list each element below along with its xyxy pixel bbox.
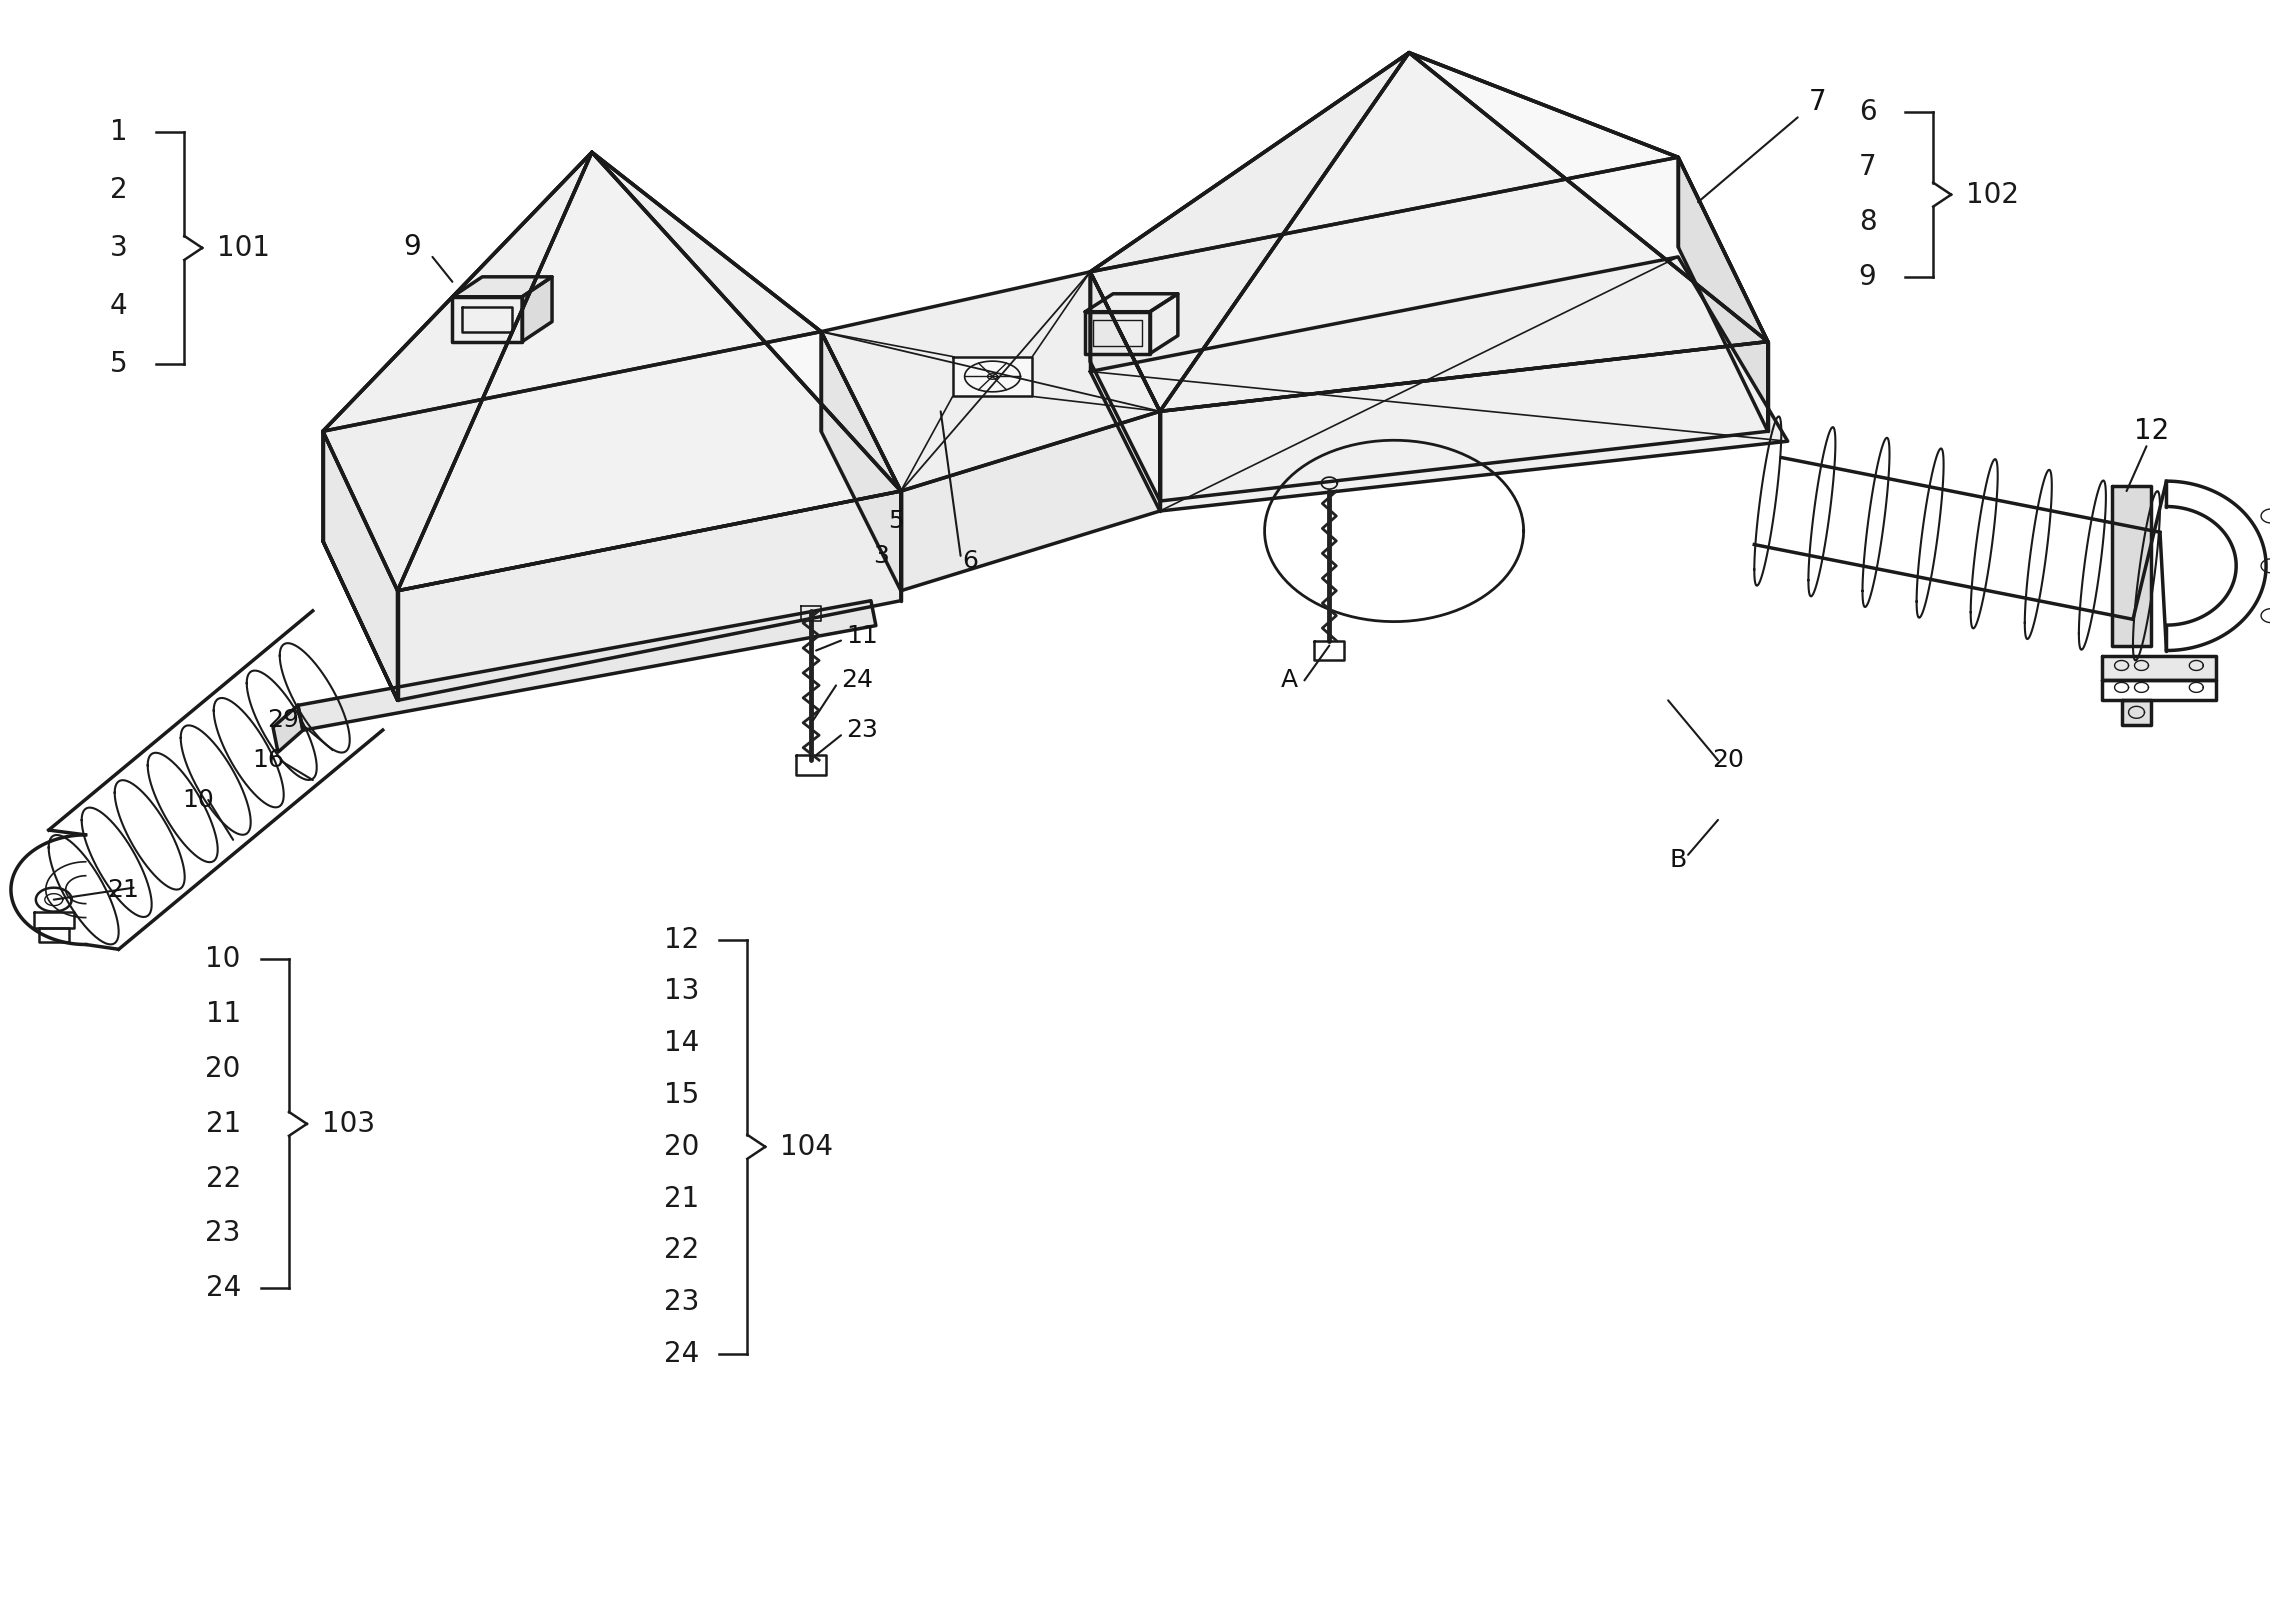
Polygon shape — [591, 152, 901, 492]
Polygon shape — [323, 431, 398, 700]
Polygon shape — [2101, 655, 2217, 680]
Text: 104: 104 — [780, 1134, 832, 1161]
Text: 13: 13 — [664, 977, 700, 1005]
Polygon shape — [1089, 256, 1787, 511]
Polygon shape — [901, 411, 1160, 591]
Text: 21: 21 — [664, 1185, 698, 1212]
Polygon shape — [1089, 272, 1160, 501]
Polygon shape — [298, 600, 875, 730]
Text: 11: 11 — [846, 623, 878, 647]
Polygon shape — [1089, 53, 1678, 272]
Polygon shape — [1678, 157, 1767, 431]
Text: 22: 22 — [664, 1236, 698, 1265]
Text: 20: 20 — [664, 1134, 700, 1161]
Text: 8: 8 — [1858, 208, 1876, 235]
Text: 16: 16 — [252, 748, 284, 772]
Text: 29: 29 — [266, 708, 298, 732]
Polygon shape — [273, 706, 302, 752]
Polygon shape — [453, 296, 523, 341]
Text: 5: 5 — [109, 349, 127, 378]
Text: 3: 3 — [109, 234, 127, 263]
Text: 2: 2 — [109, 176, 127, 203]
Polygon shape — [398, 152, 901, 591]
Text: 20: 20 — [205, 1055, 241, 1082]
Polygon shape — [821, 272, 1160, 492]
Polygon shape — [1151, 293, 1178, 354]
Text: 6: 6 — [1858, 98, 1876, 126]
Text: 24: 24 — [841, 669, 873, 692]
Polygon shape — [1160, 53, 1767, 411]
Text: 21: 21 — [107, 877, 139, 901]
Text: 11: 11 — [205, 1001, 241, 1028]
Polygon shape — [323, 152, 821, 431]
Text: 24: 24 — [205, 1274, 241, 1302]
Text: A: A — [1280, 669, 1298, 692]
Text: 3: 3 — [873, 544, 889, 568]
Text: 101: 101 — [218, 234, 271, 263]
Polygon shape — [821, 331, 901, 591]
Polygon shape — [523, 277, 553, 341]
Polygon shape — [1410, 53, 1767, 341]
Polygon shape — [1085, 293, 1178, 312]
Text: 21: 21 — [205, 1109, 241, 1138]
Polygon shape — [398, 492, 901, 700]
Text: 14: 14 — [664, 1029, 698, 1057]
Polygon shape — [1089, 157, 1767, 411]
Text: 103: 103 — [323, 1109, 375, 1138]
Text: 15: 15 — [664, 1081, 698, 1109]
Text: 24: 24 — [664, 1340, 698, 1369]
Text: 7: 7 — [1858, 154, 1876, 181]
Polygon shape — [953, 357, 1032, 397]
Text: 4: 4 — [109, 291, 127, 320]
Text: 20: 20 — [1712, 748, 1744, 772]
Polygon shape — [453, 277, 553, 296]
Text: 10: 10 — [182, 788, 214, 812]
Polygon shape — [2113, 487, 2151, 645]
Polygon shape — [323, 152, 591, 591]
Polygon shape — [1160, 341, 1767, 501]
Text: 5: 5 — [887, 509, 903, 533]
Text: 12: 12 — [664, 925, 698, 954]
Text: 102: 102 — [1967, 181, 2019, 208]
Text: 7: 7 — [1808, 88, 1826, 117]
Polygon shape — [2122, 700, 2151, 725]
Text: 23: 23 — [846, 719, 878, 743]
Text: 6: 6 — [962, 549, 978, 573]
Text: 22: 22 — [205, 1164, 241, 1193]
Text: B: B — [1669, 849, 1687, 873]
Polygon shape — [323, 331, 901, 591]
Text: 9: 9 — [405, 232, 421, 261]
Polygon shape — [1085, 312, 1151, 354]
Text: 12: 12 — [2133, 418, 2169, 445]
Text: 9: 9 — [1858, 263, 1876, 291]
Text: 23: 23 — [205, 1220, 241, 1247]
Text: 23: 23 — [664, 1289, 700, 1316]
Polygon shape — [1089, 53, 1410, 411]
Text: 10: 10 — [205, 946, 241, 973]
Text: 1: 1 — [109, 118, 127, 146]
